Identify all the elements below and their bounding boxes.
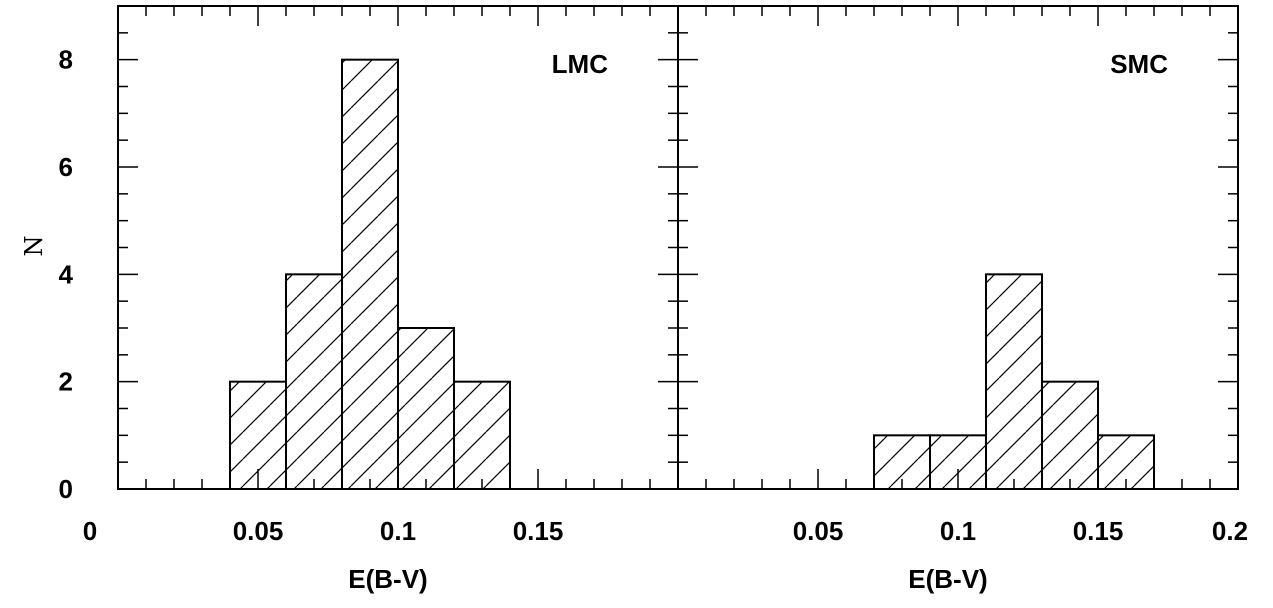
lmc-bar-3 <box>397 327 455 490</box>
lmc-x-axis-title: E(B-V) <box>348 564 427 594</box>
y-tick-label-1: 2 <box>59 367 73 397</box>
smc-x-tick-label-0: 0.05 <box>793 516 844 546</box>
lmc-panel-label: LMC <box>552 49 609 79</box>
lmc-x-tick-label-0: 0 <box>83 516 97 546</box>
y-tick-label-4: 8 <box>59 45 73 75</box>
y-tick-label-0: 0 <box>59 474 73 504</box>
y-axis-title: N <box>20 236 48 257</box>
smc-bar-2 <box>985 273 1043 491</box>
smc-x-tick-label-3: 0.2 <box>1212 516 1248 546</box>
lmc-x-tick-label-1: 0.05 <box>233 516 284 546</box>
lmc-bar-4 <box>453 380 511 490</box>
panel-smc: 0.05 0.1 0.15 0.2 E(B-V) SMC <box>677 5 1248 594</box>
lmc-bar-1 <box>285 273 343 491</box>
smc-x-axis-title: E(B-V) <box>908 564 987 594</box>
lmc-bar-2 <box>341 58 399 491</box>
y-tick-label-2: 4 <box>59 259 74 289</box>
smc-x-tick-label-2: 0.15 <box>1073 516 1124 546</box>
lmc-x-tick-label-2: 0.1 <box>380 516 416 546</box>
smc-x-tick-label-1: 0.1 <box>940 516 976 546</box>
y-tick-label-3: 6 <box>59 152 73 182</box>
smc-bar-3 <box>1041 380 1099 490</box>
lmc-x-tick-label-3: 0.15 <box>513 516 564 546</box>
panel-lmc: 0 0.05 0.1 0.15 E(B-V) LMC 0 2 4 6 8 N <box>20 5 679 594</box>
smc-panel-label: SMC <box>1110 49 1168 79</box>
